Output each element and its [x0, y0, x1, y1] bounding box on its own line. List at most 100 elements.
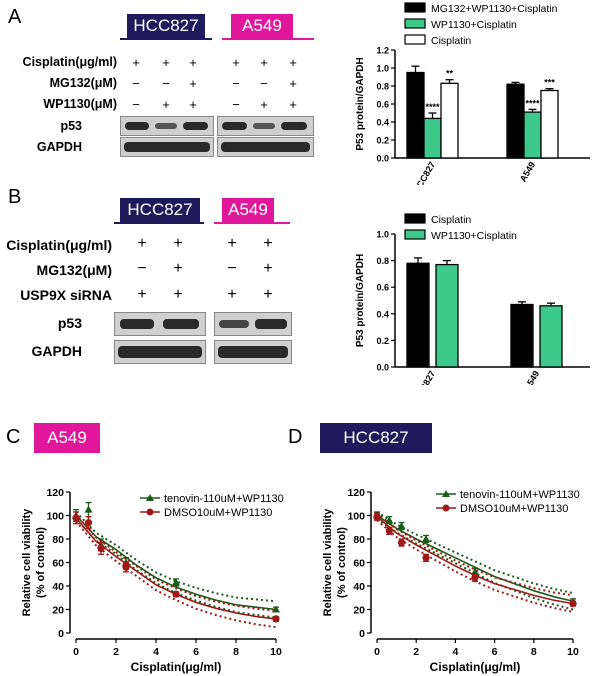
row-label-mg132-a: MG132(μM) [49, 76, 117, 90]
x-tick-label: 6 [193, 646, 199, 658]
panel-a-symbol-r2-c5: + [289, 97, 297, 112]
row-label-wp1130-a: WP1130(μM) [43, 97, 117, 111]
panel-b-symbol-r2-c3: + [263, 286, 273, 303]
row-label-mg132-b: MG132(μM) [36, 262, 112, 278]
y-tick-label: 120 [347, 487, 365, 499]
legend-label-0: tenovin-110uM+WP1130 [460, 489, 580, 501]
data-point-1-5 [272, 615, 280, 623]
legend-swatch-1 [404, 229, 426, 240]
legend-label-1: WP1130+Cisplatin [431, 230, 517, 242]
y-tick-label: 40 [353, 581, 365, 593]
y-tick-label: 0.2 [376, 336, 389, 346]
panel-b-symbol-r1-c0: − [137, 260, 147, 277]
bar-chart-a: 0.0 0.2 0.4 0.6 0.8 1.0 1.2 P53 protein/GAPDH **… [355, 2, 590, 185]
blot-gapdh-a549-b [214, 340, 292, 364]
y-tick-label: 0.0 [376, 363, 389, 373]
cell-tag-hcc827-a: HCC827 [127, 14, 205, 38]
blot-gapdh-hcc827-b [114, 340, 206, 364]
x-tick-label: 10 [270, 646, 282, 658]
data-point-0-1 [84, 505, 93, 513]
row-label-usp9x-b: USP9X siRNA [20, 287, 112, 303]
legend-marker-0 [442, 490, 450, 497]
fit-curve-0 [75, 514, 277, 611]
y-tick-label: 0.4 [376, 118, 389, 128]
y-axis-label-1: (% of control) [35, 527, 47, 598]
category-label: A549 [522, 369, 541, 385]
x-tick-label: 4 [452, 646, 458, 658]
data-point-0-1 [385, 516, 394, 524]
data-point-1-4 [172, 590, 180, 598]
data-point-1-2 [397, 538, 406, 547]
legend-swatch-0 [404, 2, 426, 13]
panel-a-symbol-r0-c0: + [132, 55, 140, 70]
data-point-1-1 [84, 518, 93, 527]
y-tick-label: 0 [359, 628, 365, 640]
panel-letter-a: A [8, 6, 22, 28]
data-point-1-0 [72, 514, 80, 522]
panel-a-symbol-r2-c3: − [232, 97, 240, 112]
line-chart-d: 0 20 40 60 80 100 120 0 2 4 6 8 10 Cisplatin(μg/ml) Re… [322, 487, 580, 674]
x-tick-label: 0 [73, 646, 79, 658]
x-tick-label: 2 [413, 646, 419, 658]
data-point-1-1 [385, 527, 393, 535]
panel-a-symbol-r0-c1: + [162, 55, 170, 70]
data-point-1-0 [373, 513, 381, 521]
panel-a-symbol-r1-c5: + [289, 76, 297, 91]
data-point-1-2 [97, 544, 105, 552]
panel-a-symbol-r0-c4: + [260, 55, 268, 70]
y-tick-label: 0.4 [376, 309, 389, 319]
y-tick-label: 120 [46, 487, 64, 499]
panel-b-symbol-r0-c0: + [137, 235, 147, 252]
cell-tag-hcc827-d: HCC827 [320, 423, 432, 453]
underline-hcc827-a [120, 38, 212, 40]
ci-lower-0 [376, 518, 574, 611]
x-axis-label: Cisplatin(μg/ml) [430, 660, 521, 674]
panel-b-symbol-r1-c2: − [227, 260, 237, 277]
y-tick-label: 60 [353, 558, 365, 570]
data-point-1-3 [422, 554, 430, 562]
legend-label-0: MG132+WP1130+Cisplatin [431, 3, 558, 15]
panel-a-symbol-r2-c1: + [162, 97, 170, 112]
y-axis-label: P53 protein/GAPDH [355, 57, 366, 150]
fit-curve-1 [75, 517, 277, 620]
significance-label: *** [544, 78, 555, 88]
cell-tag-a549-a: A549 [231, 14, 293, 38]
panel-letter-d: D [288, 426, 303, 448]
bar-a549-2 [540, 89, 559, 159]
panel-a-symbol-r2-c0: − [132, 97, 140, 112]
underline-a549-b [214, 222, 290, 224]
y-tick-label: 40 [52, 581, 64, 593]
ci-upper-1 [376, 512, 574, 597]
data-point-1-5 [569, 600, 577, 608]
y-tick-label: 20 [353, 605, 365, 617]
data-point-1-4 [471, 574, 479, 582]
cell-tag-hcc827-b: HCC827 [120, 198, 200, 222]
category-label: A549 [518, 160, 537, 184]
row-label-cisplatin-a: Cisplatin(μg/ml) [22, 55, 117, 69]
x-tick-label: 6 [492, 646, 498, 658]
y-tick-label: 1.0 [376, 64, 389, 74]
panel-letter-b: B [8, 186, 22, 208]
panel-a-symbol-r0-c5: + [289, 55, 297, 70]
panel-a-symbol-r1-c4: − [260, 76, 268, 91]
legend-swatch-0 [404, 213, 426, 224]
y-tick-label: 1.2 [376, 46, 389, 56]
y-axis-label-0: Relative cell viability [322, 508, 334, 616]
bar-chart-b: 0.0 0.2 0.4 0.6 0.8 1.0 P53 protein/GAPDH HCC82… [355, 213, 590, 385]
legend-marker-1 [442, 504, 450, 512]
y-tick-label: 0.8 [376, 82, 389, 92]
legend-swatch-2 [404, 34, 426, 45]
y-tick-label: 60 [52, 558, 64, 570]
category-label: HCC827 [411, 369, 437, 385]
cell-tag-a549-b: A549 [222, 198, 274, 222]
y-tick-label: 1.0 [376, 230, 389, 240]
bar-a549-0 [506, 83, 525, 159]
bar-a549-1 [523, 111, 542, 159]
panel-b-symbol-r0-c2: + [227, 235, 237, 252]
x-axis-label: Cisplatin(μg/ml) [131, 660, 222, 674]
panel-a-symbol-r2-c4: + [260, 97, 268, 112]
panel-a-symbol-r1-c3: − [232, 76, 240, 91]
bar-hcc827-2 [440, 82, 459, 159]
legend-marker-1 [146, 508, 154, 516]
legend-label-1: DMSO10uM+WP1130 [164, 507, 272, 519]
